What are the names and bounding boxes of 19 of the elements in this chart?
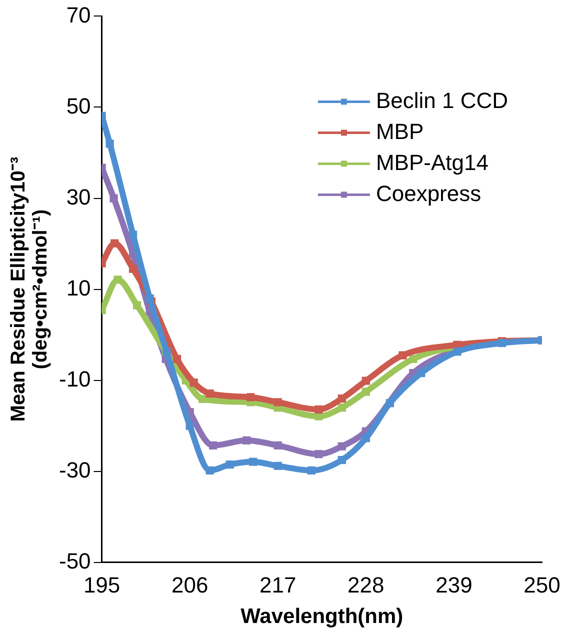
- x-tick-label: 195: [83, 572, 120, 598]
- y-tick-label: 50: [66, 93, 91, 118]
- y-tick-label: 30: [66, 184, 91, 210]
- y-tick-label: -50: [59, 548, 91, 574]
- x-tick-label: 228: [348, 572, 384, 598]
- legend-label: MBP: [376, 118, 424, 144]
- legend-label: Coexpress: [376, 180, 482, 206]
- y-tick-label: -30: [59, 457, 91, 482]
- x-axis-title: Wavelength(nm): [240, 605, 404, 628]
- x-tick-label: 217: [260, 572, 296, 598]
- y-axis-title: Mean Residue Ellipticity10⁻³ (deg•cm²•dmol⁻¹): [8, 156, 52, 422]
- y-tick-label: 10: [66, 275, 91, 300]
- y-tick-label: -10: [59, 366, 91, 392]
- x-tick-label: 206: [171, 572, 208, 598]
- legend-label: MBP-Atg14: [376, 150, 488, 175]
- legend-label: Beclin 1 CCD: [376, 88, 508, 113]
- x-tick-label: 239: [436, 572, 472, 598]
- y-tick-label: 70: [66, 2, 91, 28]
- x-tick-label: 250: [524, 572, 560, 598]
